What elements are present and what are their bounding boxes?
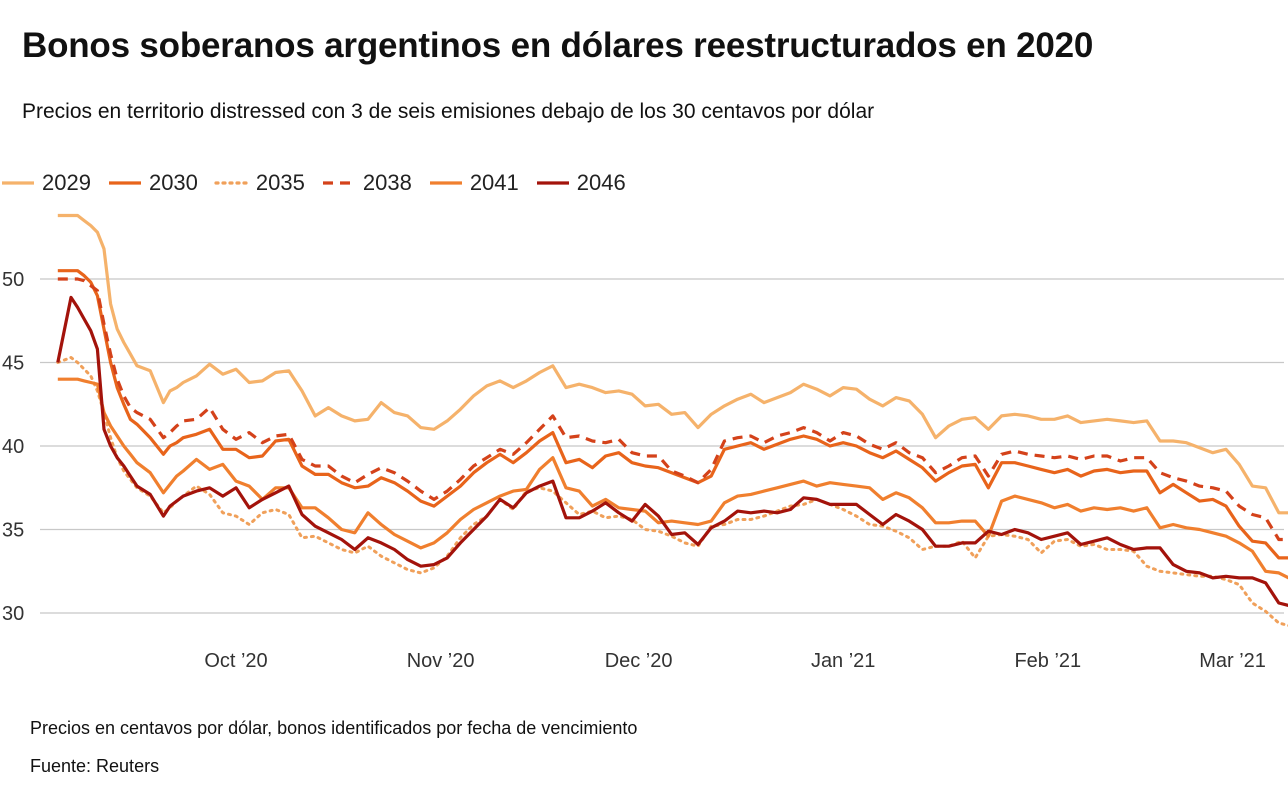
chart-title: Bonos soberanos argentinos en dólares re… xyxy=(22,26,1094,65)
legend-item-2035: 2035 xyxy=(214,170,305,196)
gridlines xyxy=(40,278,1284,614)
y-tick-label: 40 xyxy=(2,436,24,458)
chart-subtitle: Precios en territorio distressed con 3 d… xyxy=(22,100,875,123)
legend-label: 2030 xyxy=(148,170,198,195)
legend-label: 2035 xyxy=(255,170,305,195)
y-tick-label: 50 xyxy=(2,269,24,291)
legend-item-2046: 2046 xyxy=(535,170,626,196)
legend-label: 2041 xyxy=(469,170,519,195)
y-axis-ticks: 30 35 40 45 50 xyxy=(2,269,24,625)
footer-source: Fuente: Reuters xyxy=(30,756,160,776)
x-tick-label: Nov ’20 xyxy=(407,650,475,672)
legend-swatch xyxy=(322,181,355,185)
y-tick-label: 30 xyxy=(2,603,24,625)
legend-label: 2038 xyxy=(362,170,412,195)
series-line-2038 xyxy=(57,277,1288,542)
legend-swatch xyxy=(214,181,250,185)
x-axis-ticks: Oct ’20 Nov ’20 Dec ’20 Jan ’21 Feb ’21 Mar ’… xyxy=(204,650,1266,672)
series-line-2041 xyxy=(57,377,1288,580)
line-chart: 30 35 40 45 50 Oct ’20 Nov ’20 Dec ’20 Jan ’21 F… xyxy=(2,213,1288,672)
x-tick-label: Jan ’21 xyxy=(811,650,876,672)
legend-swatch xyxy=(536,181,569,185)
legend-item-2029: 2029 xyxy=(0,170,91,196)
legend-swatch xyxy=(2,181,34,185)
legend: 2029 2030 2035 2038 2041 2046 xyxy=(0,168,642,198)
x-tick-label: Feb ’21 xyxy=(1014,650,1081,672)
series-line-2029 xyxy=(57,213,1288,515)
y-tick-label: 45 xyxy=(2,353,24,375)
legend-swatch xyxy=(108,181,141,185)
legend-label: 2046 xyxy=(576,170,626,195)
legend-item-2038: 2038 xyxy=(321,170,412,196)
x-tick-label: Dec ’20 xyxy=(605,650,673,672)
series-lines xyxy=(56,213,1288,627)
legend-item-2030: 2030 xyxy=(107,170,198,196)
legend-item-2041: 2041 xyxy=(428,170,519,196)
y-tick-label: 35 xyxy=(2,520,24,542)
series-line-2030 xyxy=(57,269,1288,560)
x-tick-label: Oct ’20 xyxy=(204,650,267,672)
series-line-2046 xyxy=(56,295,1288,607)
footer-note: Precios en centavos por dólar, bonos ide… xyxy=(30,718,638,738)
series-line-2035 xyxy=(56,356,1288,627)
x-tick-label: Mar ’21 xyxy=(1199,650,1266,672)
legend-label: 2029 xyxy=(42,170,91,195)
legend-swatch xyxy=(429,181,462,185)
